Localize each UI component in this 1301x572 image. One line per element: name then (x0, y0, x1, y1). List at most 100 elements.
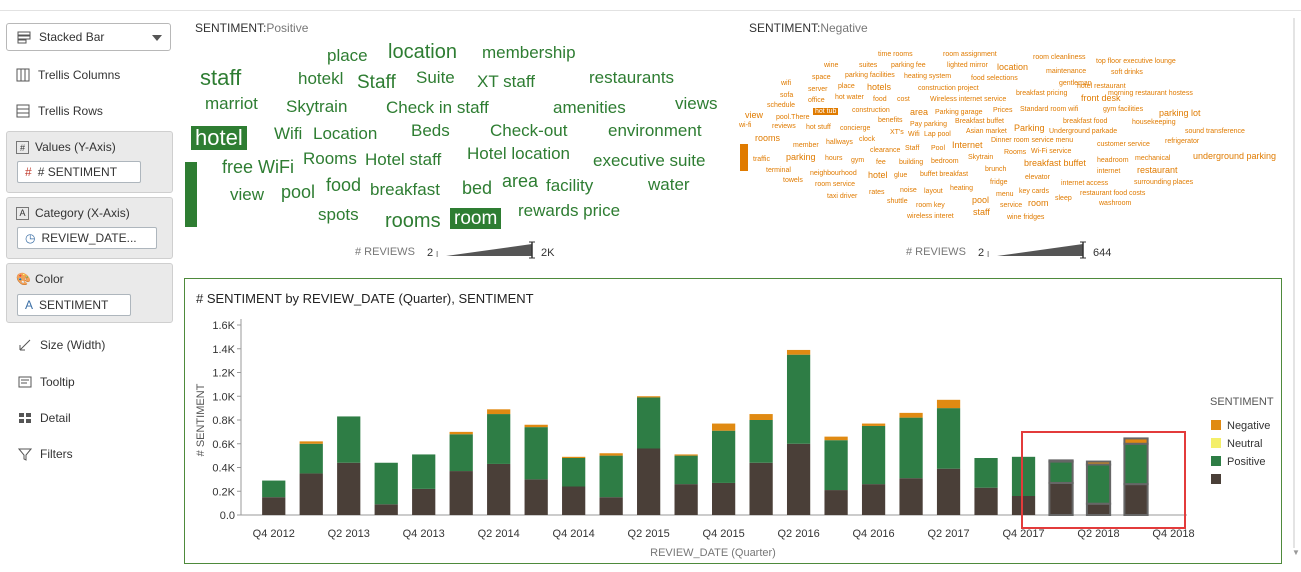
color-drop-zone[interactable]: 🎨 Color A SENTIMENT (6, 263, 173, 323)
cloud-word[interactable]: server (808, 86, 828, 93)
cloud-word[interactable]: maintenance (1046, 68, 1087, 75)
cloud-word[interactable]: parking facilities (845, 72, 895, 79)
cloud-word[interactable]: gentleman (1059, 80, 1092, 87)
cloud-word[interactable]: hot tub (813, 108, 839, 115)
cloud-word[interactable]: member (793, 142, 819, 149)
cloud-word[interactable]: morning restaurant hostess (1108, 90, 1193, 97)
trellis-columns-item[interactable]: Trellis Columns (16, 68, 120, 82)
cloud-word[interactable]: water (648, 175, 690, 194)
cloud-word[interactable]: sleep (1055, 195, 1072, 202)
cloud-word[interactable]: Pay parking (910, 121, 947, 128)
cloud-word[interactable]: facility (546, 176, 594, 195)
cloud-word[interactable]: restaurant food costs (1080, 190, 1146, 197)
cloud-word[interactable]: glue (894, 172, 908, 179)
cloud-word[interactable]: lighted mirror (947, 62, 988, 69)
cloud-word[interactable]: housekeeping (1132, 119, 1176, 126)
values-pill[interactable]: # # SENTIMENT (17, 161, 141, 183)
cloud-word[interactable]: front desk (1081, 93, 1121, 103)
cloud-word[interactable]: location (997, 62, 1029, 72)
cloud-word[interactable]: Internet (952, 140, 983, 150)
cloud-word[interactable]: gym facilities (1103, 106, 1144, 113)
cloud-word[interactable]: office (808, 97, 825, 104)
chevron-down-icon[interactable] (152, 35, 162, 41)
cloud-word[interactable]: brunch (985, 166, 1007, 173)
cloud-word[interactable]: fee (876, 159, 886, 166)
cloud-word[interactable]: Hotel location (467, 144, 571, 163)
cloud-word[interactable]: membership (482, 43, 576, 62)
cloud-word[interactable]: washroom (1099, 200, 1132, 207)
cloud-word[interactable]: Rooms (303, 149, 357, 168)
cloud-word[interactable]: internet access (1061, 180, 1109, 187)
size-item[interactable]: Size (Width) (18, 338, 105, 352)
cloud-word[interactable]: Staff (357, 72, 396, 93)
color-pill[interactable]: A SENTIMENT (17, 294, 131, 316)
cloud-word[interactable]: restaurants (589, 68, 675, 87)
cloud-word[interactable]: rewards price (518, 201, 621, 220)
cloud-word[interactable]: place (327, 46, 368, 65)
cloud-word[interactable]: breakfast buffet (1024, 158, 1086, 168)
cloud-word[interactable]: hotekl (298, 69, 344, 88)
cloud-word[interactable]: mechanical (1135, 155, 1171, 162)
cloud-word[interactable]: view (230, 185, 265, 204)
cloud-word[interactable]: Staff (905, 145, 920, 152)
cloud-word[interactable]: food selections (971, 75, 1018, 82)
cloud-word[interactable]: Pool (931, 145, 946, 152)
cloud-word[interactable]: wi-fi (739, 122, 752, 129)
cloud-word[interactable]: Beds (411, 121, 450, 140)
cloud-word[interactable]: room key (916, 202, 945, 209)
cloud-word[interactable]: hallways (826, 139, 853, 146)
cloud-word[interactable]: Check in staff (386, 98, 489, 117)
values-drop-zone[interactable]: # Values (Y-Axis) # # SENTIMENT (6, 131, 173, 193)
cloud-word[interactable]: room service (815, 181, 856, 188)
cloud-word[interactable]: rates (869, 189, 885, 196)
cloud-word[interactable]: breakfast pricing (1016, 90, 1068, 97)
cloud-word[interactable]: Skytrain (968, 154, 994, 161)
cloud-word[interactable]: pool (972, 195, 990, 205)
cloud-word[interactable]: hotel (191, 126, 247, 150)
cloud-word[interactable]: Asian market (966, 128, 1007, 135)
cloud-word[interactable]: Dinner room service menu (991, 137, 1074, 144)
trellis-rows-item[interactable]: Trellis Rows (16, 104, 103, 118)
cloud-word[interactable]: staff (200, 65, 242, 90)
cloud-word[interactable]: surrounding places (1134, 179, 1194, 186)
cloud-word[interactable]: benefits (878, 117, 903, 124)
cloud-word[interactable]: hot water (835, 94, 864, 101)
cloud-word[interactable]: wifi (781, 80, 792, 87)
cloud-word[interactable]: breakfast (370, 180, 440, 199)
cloud-word[interactable]: key cards (1019, 188, 1049, 195)
cloud-word[interactable]: Rooms (1004, 149, 1027, 156)
cloud-word[interactable]: Check-out (490, 121, 568, 140)
cloud-word[interactable]: Wifi (908, 131, 920, 138)
cloud-word[interactable]: service (1000, 202, 1023, 209)
cloud-word[interactable]: pool (281, 182, 316, 202)
cloud-word[interactable]: bed (462, 178, 493, 198)
cloud-word[interactable]: view (745, 110, 764, 120)
cloud-word[interactable]: internet (1097, 168, 1121, 175)
cloud-word[interactable]: room (1028, 198, 1049, 208)
cloud-word[interactable]: concierge (840, 125, 871, 132)
cloud-word[interactable]: construction project (918, 85, 979, 92)
cloud-word[interactable]: construction (852, 107, 890, 114)
cloud-word[interactable]: parking (786, 152, 816, 162)
cloud-word[interactable]: place (838, 83, 855, 90)
cloud-word[interactable]: XT staff (477, 72, 535, 91)
cloud-word[interactable]: clock (859, 136, 875, 143)
cloud-word[interactable]: amenities (553, 98, 626, 117)
detail-item[interactable]: Detail (18, 411, 71, 425)
cloud-word[interactable]: wireless interet (907, 213, 954, 220)
cloud-word[interactable]: hours (825, 155, 843, 162)
cloud-word[interactable]: Underground parkade (1049, 128, 1118, 135)
cloud-word[interactable]: top floor executive lounge (1096, 58, 1176, 65)
cloud-word[interactable]: time rooms (878, 51, 913, 58)
cloud-word[interactable]: marriot (205, 94, 258, 113)
cloud-word[interactable]: parking lot (1159, 108, 1201, 118)
category-drop-zone[interactable]: A Category (X-Axis) ◷ REVIEW_DATE... (6, 197, 173, 259)
cloud-word[interactable]: pool.There (776, 114, 810, 121)
cloud-word[interactable]: headroom (1097, 157, 1129, 164)
cloud-word[interactable]: layout (924, 188, 943, 195)
cloud-word[interactable]: refrigerator (1165, 138, 1200, 145)
cloud-word[interactable]: Hotel staff (365, 150, 442, 169)
filters-item[interactable]: Filters (18, 447, 73, 461)
cloud-word[interactable]: hot stuff (806, 124, 831, 131)
cloud-word[interactable]: terminal (766, 167, 791, 174)
